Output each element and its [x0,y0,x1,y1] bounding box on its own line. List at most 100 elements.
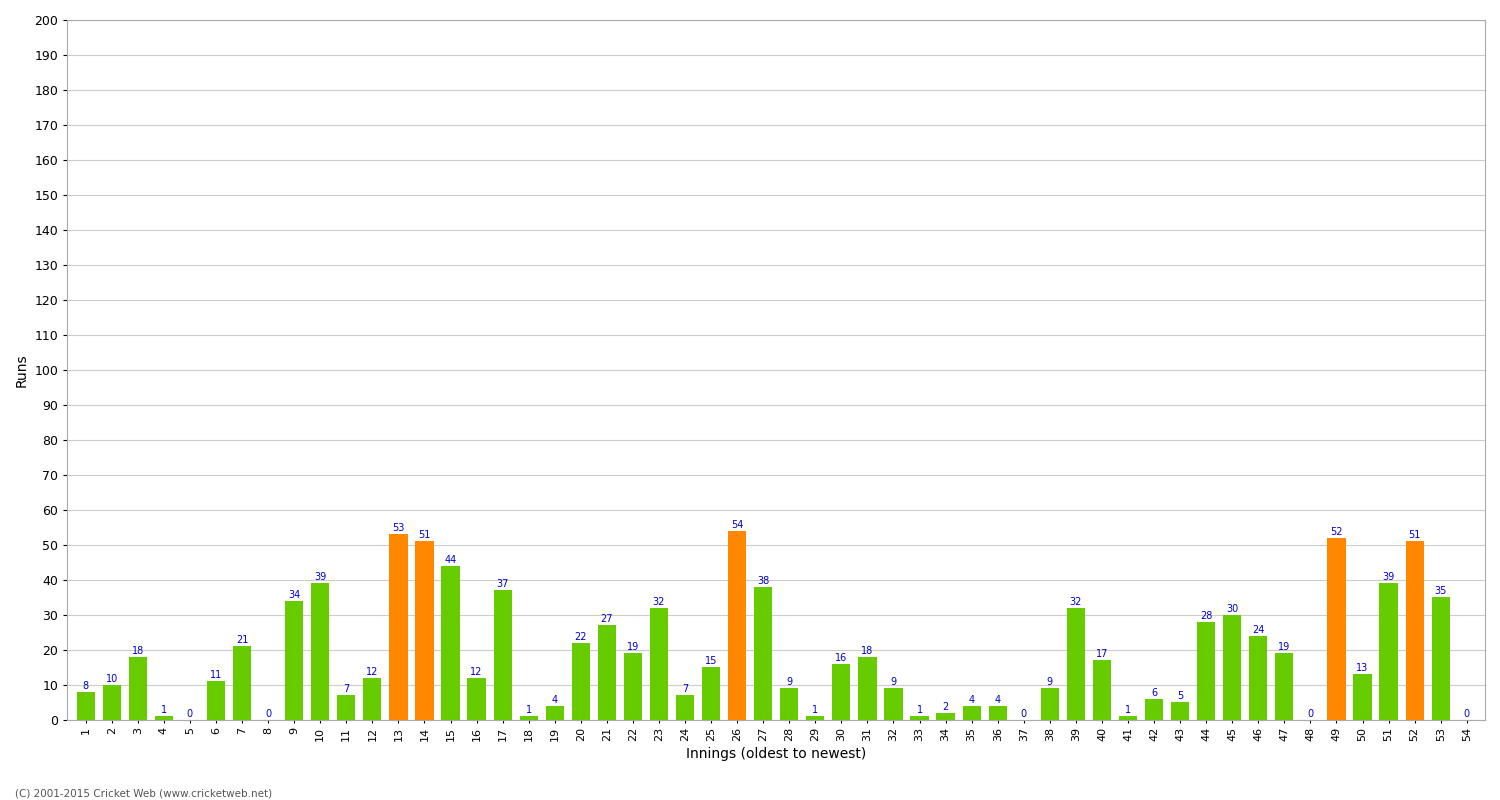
Text: 6: 6 [1150,687,1156,698]
Text: 4: 4 [969,694,975,705]
Text: 0: 0 [188,709,194,718]
Bar [650,608,668,719]
Bar [858,657,876,719]
Text: 0: 0 [1308,709,1314,718]
Bar [494,590,512,719]
Text: 51: 51 [1408,530,1420,540]
Bar [390,534,408,719]
Text: 4: 4 [552,694,558,705]
Text: 52: 52 [1330,526,1342,537]
Text: 8: 8 [82,681,88,690]
Text: 5: 5 [1178,691,1184,701]
Bar [1172,702,1190,719]
Bar [597,625,616,719]
Bar [702,667,720,719]
Text: 39: 39 [314,572,327,582]
Bar [936,713,954,719]
Bar [441,566,459,719]
Text: 2: 2 [942,702,948,711]
Text: 1: 1 [160,705,166,715]
Text: 12: 12 [366,666,378,677]
Text: 7: 7 [682,684,688,694]
Text: 9: 9 [1047,677,1053,687]
Bar [232,646,250,719]
Bar [988,706,1006,719]
Bar [546,706,564,719]
Bar [338,695,356,719]
Bar [1406,541,1423,719]
Text: 0: 0 [266,709,272,718]
Text: 35: 35 [1434,586,1448,596]
Text: 32: 32 [652,597,664,606]
Bar [1380,583,1398,719]
Bar [833,663,850,719]
Bar [728,530,747,719]
Bar [1144,698,1162,719]
Text: 21: 21 [236,635,248,645]
Bar [1275,653,1293,719]
Text: 0: 0 [1020,709,1028,718]
Text: 19: 19 [627,642,639,652]
Bar [885,688,903,719]
Text: 1: 1 [1125,705,1131,715]
Bar [1250,636,1268,719]
Bar [468,678,486,719]
Text: 9: 9 [786,677,792,687]
Bar [363,678,381,719]
Text: 19: 19 [1278,642,1290,652]
Text: 18: 18 [132,646,144,655]
Y-axis label: Runs: Runs [15,353,28,386]
Bar [1094,660,1112,719]
Text: 0: 0 [1464,709,1470,718]
Bar [676,695,694,719]
X-axis label: Innings (oldest to newest): Innings (oldest to newest) [686,747,867,761]
Text: 28: 28 [1200,610,1212,621]
Text: 1: 1 [525,705,531,715]
Text: 22: 22 [574,631,586,642]
Bar [1119,716,1137,719]
Text: 27: 27 [600,614,613,624]
Text: 32: 32 [1070,597,1082,606]
Bar [1431,597,1450,719]
Text: (C) 2001-2015 Cricket Web (www.cricketweb.net): (C) 2001-2015 Cricket Web (www.cricketwe… [15,788,272,798]
Bar [1197,622,1215,719]
Text: 15: 15 [705,656,717,666]
Text: 53: 53 [392,523,405,533]
Bar [154,716,172,719]
Bar [963,706,981,719]
Text: 34: 34 [288,590,300,599]
Text: 1: 1 [813,705,819,715]
Text: 16: 16 [836,653,848,662]
Bar [1066,608,1084,719]
Text: 51: 51 [419,530,430,540]
Bar [76,691,94,719]
Text: 17: 17 [1096,649,1108,659]
Bar [310,583,330,719]
Text: 37: 37 [496,579,508,589]
Bar [1222,614,1242,719]
Text: 24: 24 [1252,625,1264,634]
Text: 44: 44 [444,554,456,565]
Bar [624,653,642,719]
Text: 38: 38 [758,575,770,586]
Text: 13: 13 [1356,663,1368,673]
Bar [207,681,225,719]
Bar [780,688,798,719]
Bar [102,685,122,719]
Bar [129,657,147,719]
Text: 11: 11 [210,670,222,680]
Text: 4: 4 [994,694,1000,705]
Bar [285,601,303,719]
Text: 7: 7 [344,684,350,694]
Bar [910,716,928,719]
Bar [519,716,538,719]
Text: 9: 9 [891,677,897,687]
Text: 1: 1 [916,705,922,715]
Bar [416,541,434,719]
Bar [1353,674,1371,719]
Text: 10: 10 [105,674,118,683]
Text: 30: 30 [1226,603,1239,614]
Bar [754,586,772,719]
Text: 18: 18 [861,646,873,655]
Bar [1041,688,1059,719]
